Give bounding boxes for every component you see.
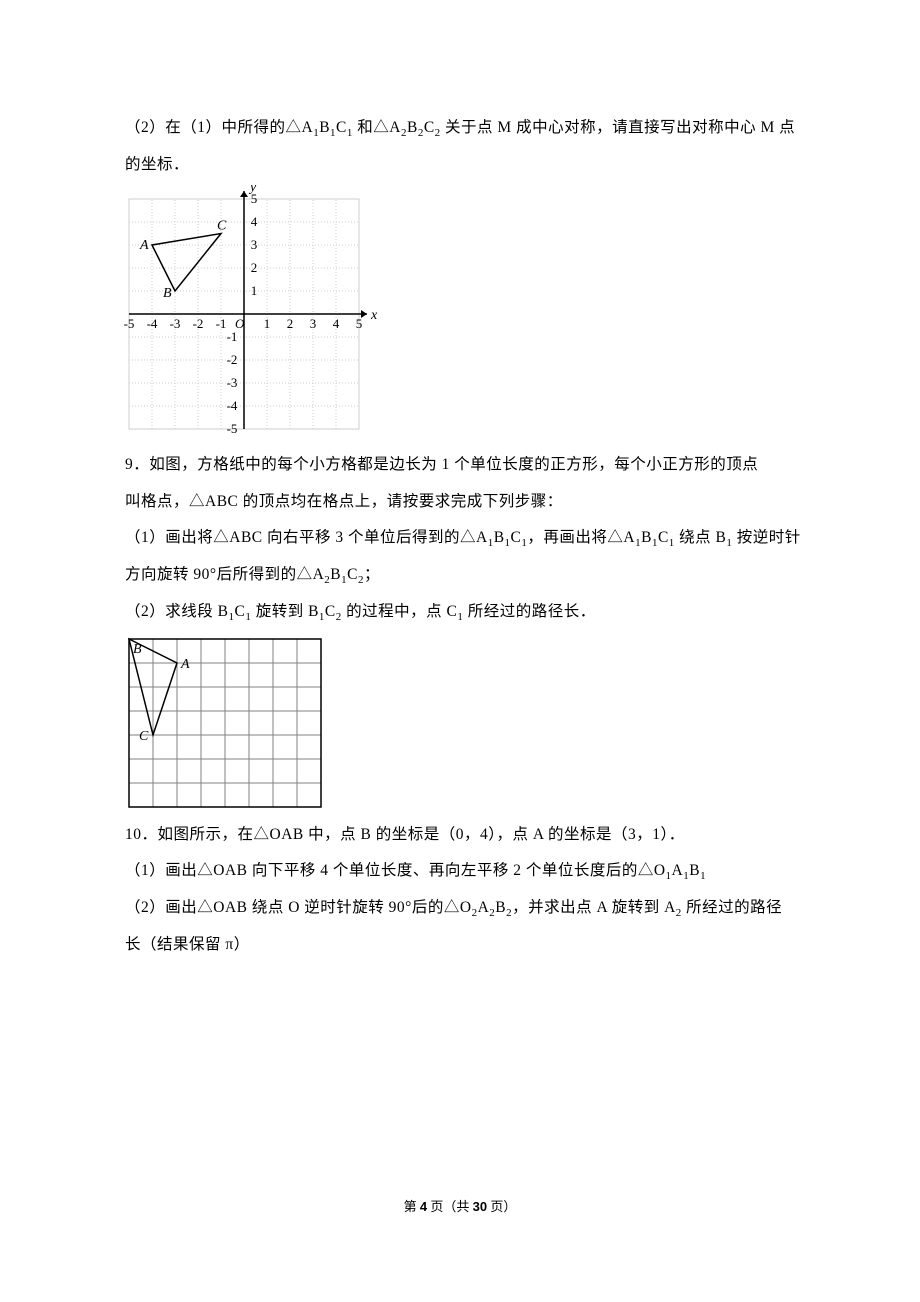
t: B: [330, 566, 341, 583]
t: B: [494, 529, 505, 546]
q9-line3: （1）画出将△ABC 向右平移 3 个单位后得到的△A1B1C1，再画出将△A1…: [125, 520, 795, 557]
q9-line4: 方向旋转 90°后所得到的△A2B1C2；: [125, 557, 795, 594]
svg-text:-1: -1: [216, 316, 227, 331]
para-2-line1: （2）在（1）中所得的△A1B1C1 和△A2B2C2 关于点 M 成中心对称，…: [125, 110, 795, 147]
t: C: [347, 566, 358, 583]
t: （2）画出△OAB 绕点 O 逆时针旋转 90°后的△O: [125, 899, 472, 916]
svg-text:-2: -2: [193, 316, 204, 331]
svg-text:B: B: [133, 642, 142, 657]
q10-line4: 长（结果保留 π）: [125, 927, 795, 963]
svg-text:O: O: [235, 316, 245, 331]
content-block: （2）在（1）中所得的△A1B1C1 和△A2B2C2 关于点 M 成中心对称，…: [125, 110, 795, 964]
t: （1）画出将△ABC 向右平移 3 个单位后得到的△A: [125, 529, 488, 546]
t: C: [234, 603, 245, 620]
svg-text:1: 1: [251, 283, 258, 298]
svg-text:-1: -1: [227, 329, 238, 344]
page: （2）在（1）中所得的△A1B1C1 和△A2B2C2 关于点 M 成中心对称，…: [0, 0, 920, 1302]
t: A: [672, 862, 684, 879]
svg-text:3: 3: [251, 237, 258, 252]
t: 绕点 B: [675, 529, 727, 546]
t: 9．如图，方格纸中的每个小方格都是边长为 1 个单位长度的正方形，每个小正方形的…: [125, 456, 758, 473]
figure-grid-plain: B A C: [125, 635, 795, 813]
t: 的过程中，点 C: [342, 603, 458, 620]
t: C: [511, 529, 522, 546]
t: ，再画出将△A: [527, 529, 635, 546]
svg-text:x: x: [370, 308, 378, 323]
svg-text:4: 4: [251, 214, 258, 229]
t: 的坐标．: [125, 156, 189, 173]
q9-line2: 叫格点，△ABC 的顶点均在格点上，请按要求完成下列步骤：: [125, 484, 795, 520]
svg-text:-5: -5: [124, 316, 135, 331]
para-2-line2: 的坐标．: [125, 147, 795, 183]
svg-text:C: C: [217, 219, 227, 234]
t: （2）在（1）中所得的△A: [125, 119, 313, 136]
t: C: [658, 529, 669, 546]
t: C: [325, 603, 336, 620]
svg-text:-4: -4: [227, 398, 238, 413]
svg-text:-4: -4: [147, 316, 158, 331]
svg-text:1: 1: [264, 316, 271, 331]
t: C: [424, 119, 435, 136]
svg-text:y: y: [248, 185, 257, 195]
svg-text:5: 5: [356, 316, 363, 331]
t: B: [319, 119, 330, 136]
t: A: [478, 899, 490, 916]
svg-text:B: B: [163, 286, 172, 301]
svg-text:3: 3: [310, 316, 317, 331]
svg-text:2: 2: [287, 316, 294, 331]
t: 旋转到 B: [251, 603, 319, 620]
q10-line3: （2）画出△OAB 绕点 O 逆时针旋转 90°后的△O2A2B2，并求出点 A…: [125, 890, 795, 927]
t: B: [495, 899, 506, 916]
q10-line2: （1）画出△OAB 向下平移 4 个单位长度、再向左平移 2 个单位长度后的△O…: [125, 853, 795, 890]
t: （2）求线段 B: [125, 603, 228, 620]
t: B: [641, 529, 652, 546]
t: 按逆时针: [732, 529, 800, 546]
footer-text: 页）: [487, 1199, 516, 1214]
t: 所经过的路径: [682, 899, 782, 916]
q9-line5: （2）求线段 B1C1 旋转到 B1C2 的过程中，点 C1 所经过的路径长．: [125, 594, 795, 631]
svg-text:A: A: [139, 238, 149, 253]
svg-text:-3: -3: [170, 316, 181, 331]
s: 1: [700, 871, 706, 883]
t: 所经过的路径长．: [463, 603, 595, 620]
t: 和△A: [353, 119, 401, 136]
plain-grid-svg: B A C: [125, 635, 325, 813]
t: B: [407, 119, 418, 136]
footer-text: 页（共: [427, 1199, 473, 1214]
svg-text:C: C: [139, 729, 149, 744]
svg-text:-2: -2: [227, 352, 238, 367]
footer-text: 第: [404, 1199, 420, 1214]
t: 关于点 M 成中心对称，请直接写出对称中心 M 点: [441, 119, 795, 136]
t: （1）画出△OAB 向下平移 4 个单位长度、再向左平移 2 个单位长度后的△O: [125, 862, 666, 879]
figure-grid-coords: -5-4-3-2-112345-5-4-3-2-112345OxyABC: [111, 185, 795, 445]
t: C: [336, 119, 347, 136]
t: 长（结果保留 π）: [125, 936, 250, 953]
t: B: [689, 862, 700, 879]
svg-text:-5: -5: [227, 421, 238, 436]
coord-grid-svg: -5-4-3-2-112345-5-4-3-2-112345OxyABC: [111, 185, 389, 445]
footer-total: 30: [473, 1199, 487, 1214]
svg-text:2: 2: [251, 260, 258, 275]
svg-text:A: A: [180, 657, 190, 672]
t: 10．如图所示，在△OAB 中，点 B 的坐标是（0，4），点 A 的坐标是（3…: [125, 826, 685, 843]
t: 方向旋转 90°后所得到的△A: [125, 566, 324, 583]
q10-line1: 10．如图所示，在△OAB 中，点 B 的坐标是（0，4），点 A 的坐标是（3…: [125, 817, 795, 853]
svg-text:-3: -3: [227, 375, 238, 390]
svg-text:4: 4: [333, 316, 340, 331]
t: ，并求出点 A 旋转到 A: [512, 899, 676, 916]
t: ；: [364, 566, 380, 583]
page-footer: 第 4 页（共 30 页）: [0, 1196, 920, 1215]
q9-line1: 9．如图，方格纸中的每个小方格都是边长为 1 个单位长度的正方形，每个小正方形的…: [125, 447, 795, 483]
t: 叫格点，△ABC 的顶点均在格点上，请按要求完成下列步骤：: [125, 493, 563, 510]
